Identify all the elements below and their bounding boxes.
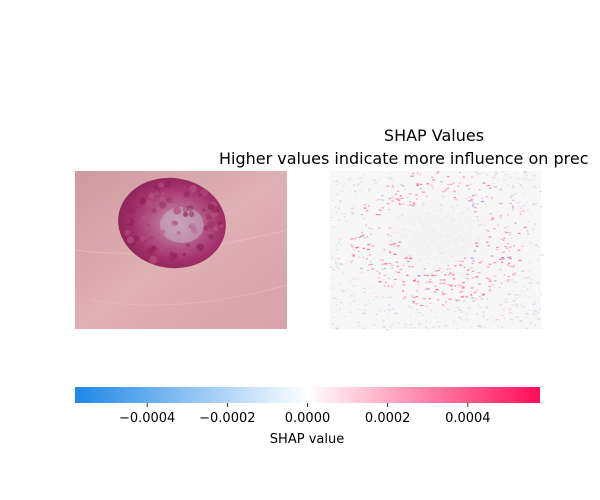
colorbar-gradient	[75, 387, 540, 403]
colorbar-tick-label: 0.0002	[365, 411, 411, 426]
colorbar-tick-label: 0.0004	[445, 411, 491, 426]
shap-subtitle: Higher values indicate more influence on…	[219, 149, 588, 168]
lesion-photo	[74, 171, 288, 329]
shap-title: SHAP Values	[384, 126, 484, 145]
colorbar-tick-label: −0.0002	[199, 411, 255, 426]
colorbar: −0.0004 −0.0002 0.0000 0.0002 0.0004 SHAP va…	[75, 387, 540, 447]
colorbar-tick-label: 0.0000	[285, 411, 331, 426]
shap-map	[330, 171, 544, 331]
colorbar-tick-label: −0.0004	[119, 411, 175, 426]
colorbar-label: SHAP value	[270, 432, 344, 447]
